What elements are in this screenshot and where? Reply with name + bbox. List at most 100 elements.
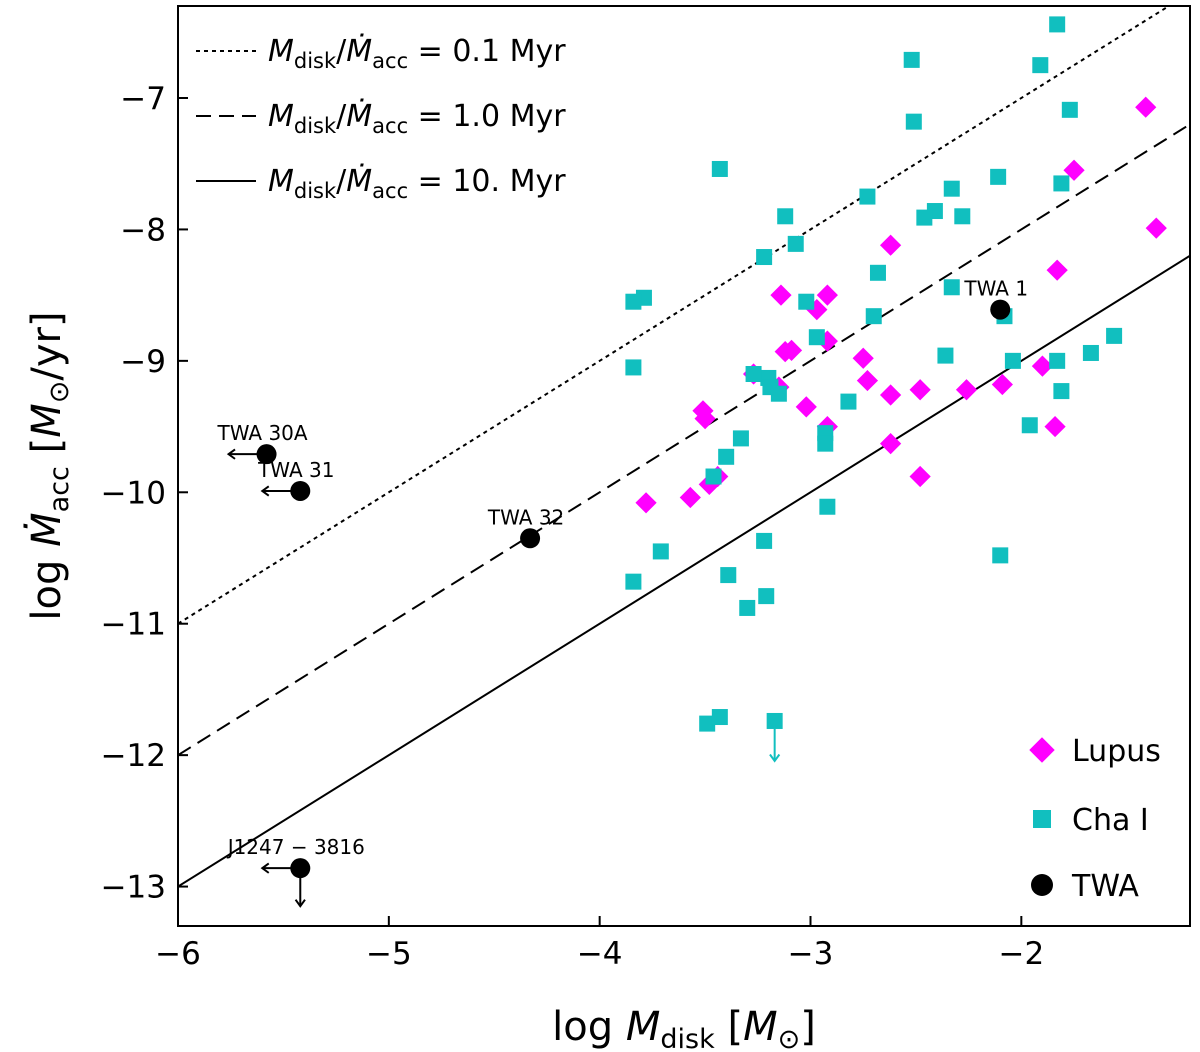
y-tick-label: −12 (101, 738, 166, 774)
point-label-j1247-3816: J1247 − 3816 (226, 835, 365, 859)
point-labels: TWA 1 TWA 30A TWA 31 TWA 32 J1247 − 3816 (217, 277, 1029, 860)
marker-cha-i (865, 308, 882, 325)
marker-cha-i (1021, 417, 1038, 434)
x-axis-label: log Mdisk [M⊙] (552, 1004, 816, 1052)
legend-label-twa: TWA (1071, 869, 1139, 904)
marker-lupus (852, 347, 874, 369)
y-tick-label: −11 (101, 607, 166, 643)
legend-entry-10-myr: Mdisk/Ṁacc = 10. Myr (268, 163, 566, 203)
marker-cha-i (954, 208, 971, 225)
marker-cha-i (840, 393, 857, 410)
legend-1-lhs-b: Ṁ (346, 98, 372, 134)
marker-lupus (880, 433, 902, 455)
marker-cha-i (869, 264, 886, 281)
marker-lupus (909, 465, 931, 488)
legend-0-rhs: = 0.1 Myr (408, 34, 566, 69)
marker-cha-i (1106, 327, 1123, 344)
marker-cha-i (1061, 101, 1078, 118)
series-cha-i (625, 16, 1123, 763)
marker-twa-1 (990, 299, 1011, 320)
x-axis-label-sub: disk (660, 1024, 715, 1052)
y-tick-label: −10 (101, 475, 166, 511)
marker-cha-i (711, 709, 728, 726)
marker-lupus (780, 339, 803, 361)
marker-cha-i (758, 588, 775, 605)
marker-twa-32 (520, 528, 541, 549)
legend-2-rhs: = 10. Myr (408, 164, 566, 199)
marker-lupus (694, 408, 716, 430)
marker-lupus (816, 284, 838, 306)
marker-cha-i (720, 567, 737, 584)
marker-lupus (679, 486, 701, 509)
legend-label-lupus: Lupus (1072, 734, 1161, 769)
marker-lupus (1145, 217, 1167, 239)
ratio-line-solid (178, 254, 1190, 888)
marker-cha-i (739, 599, 756, 616)
x-axis-label-var: M (626, 1004, 661, 1050)
x-axis-ticks: −6 −5 −4 −3 −2 (155, 916, 1044, 972)
marker-cha-i (732, 430, 749, 447)
marker-lupus (909, 379, 931, 401)
marker-lupus (635, 492, 657, 514)
plot-frame (177, 5, 1191, 927)
ratio-lines (178, 6, 1190, 888)
point-label-twa-1: TWA 1 (963, 277, 1028, 301)
marker-cha-i (705, 468, 722, 485)
marker-cha-i (699, 715, 716, 732)
legend-label-cha-i: Cha I (1072, 803, 1149, 838)
legend-2-slash: / (336, 164, 347, 199)
marker-cha-i (943, 279, 960, 296)
legend-0-lhs-b-sub: acc (372, 49, 408, 73)
marker-cha-i (859, 188, 876, 205)
marker-cha-i (625, 293, 642, 310)
ratio-line-dashed (178, 123, 1190, 756)
marker-cha-i (992, 547, 1009, 564)
marker-cha-i (1004, 352, 1021, 369)
y-tick-label: −13 (101, 870, 166, 906)
marker-lupus (955, 379, 978, 401)
y-tick-label: −8 (120, 212, 166, 248)
lines-legend: Mdisk/Ṁacc = 0.1 Myr Mdisk/Ṁacc = 1.0 My… (196, 33, 566, 203)
y-axis-label-unit: M (24, 403, 70, 438)
legend-2-lhs-a: M (268, 164, 294, 199)
legend-0-lhs-a-sub: disk (294, 49, 337, 73)
x-axis-label-pre: log (552, 1004, 626, 1050)
x-axis-label-unit-sub: ⊙ (778, 1024, 801, 1052)
y-tick-label: −9 (120, 344, 166, 380)
marker-lupus (795, 396, 817, 418)
marker-cha-i (625, 573, 642, 590)
point-label-twa-31: TWA 31 (257, 458, 334, 482)
legend-2-lhs-a-sub: disk (294, 179, 337, 203)
y-axis-label-open: [ (24, 438, 70, 466)
marker-twa-31 (290, 480, 311, 501)
y-axis-ticks: −13 −12 −11 −10 −9 −8 −7 (101, 81, 188, 906)
ratio-line-dotted (178, 6, 1171, 625)
y-axis-label: log Ṁacc [M⊙/yr] (22, 311, 75, 620)
marker-cha-i (990, 168, 1007, 185)
y-axis-label-unit-sub: ⊙ (44, 381, 75, 404)
marker-cha-i (770, 385, 787, 402)
marker-cha-i (766, 712, 783, 729)
legend-1-lhs-b-sub: acc (372, 114, 408, 138)
x-axis-label-open: [ (715, 1004, 743, 1050)
marker-cha-i (787, 235, 804, 252)
x-tick-label: −2 (998, 936, 1044, 972)
marker-cha-i (903, 51, 920, 68)
legend-marker-cha-i (1033, 810, 1051, 828)
marker-cha-i (1049, 352, 1066, 369)
point-label-twa-30a: TWA 30A (217, 421, 308, 445)
legend-entry-1.0-myr: Mdisk/Ṁacc = 1.0 Myr (268, 98, 566, 138)
marker-cha-i (756, 249, 773, 266)
data-markers (226, 16, 1167, 908)
legend-entry-0.1-myr: Mdisk/Ṁacc = 0.1 Myr (268, 33, 566, 73)
legend-2-lhs-b-sub: acc (372, 179, 408, 203)
marker-lupus (1135, 96, 1157, 118)
marker-cha-i (1053, 175, 1070, 192)
legend-1-rhs: = 1.0 Myr (408, 99, 566, 134)
marker-cha-i (777, 208, 794, 225)
legend-2-lhs-b: Ṁ (346, 163, 372, 199)
x-tick-label: −6 (155, 936, 201, 972)
y-tick-label: −7 (120, 81, 166, 117)
series-twa (226, 299, 1011, 908)
